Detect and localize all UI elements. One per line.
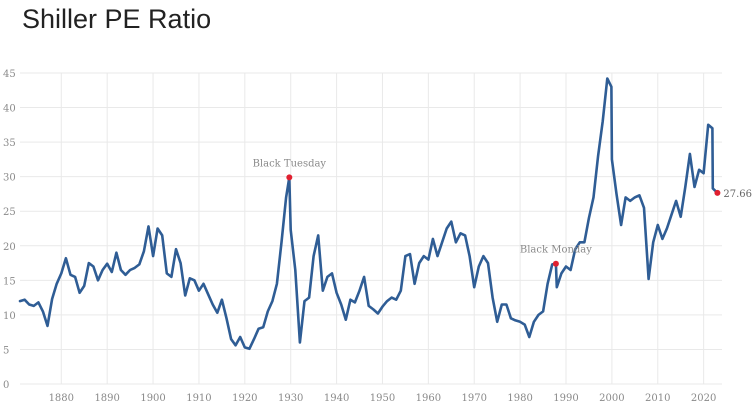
- y-tick-label: 35: [3, 138, 16, 149]
- x-tick-label: 1890: [94, 393, 119, 404]
- x-tick-label: 1940: [324, 393, 349, 404]
- annotation-label: Black Tuesday: [253, 158, 327, 169]
- y-tick-label: 45: [3, 69, 16, 80]
- x-tick-label: 1970: [462, 393, 487, 404]
- x-tick-label: 1980: [507, 393, 532, 404]
- x-tick-label: 1930: [278, 393, 303, 404]
- y-tick-label: 15: [3, 276, 16, 287]
- x-tick-label: 2010: [645, 393, 670, 404]
- x-tick-label: 2000: [599, 393, 624, 404]
- page-title: Shiller PE Ratio: [22, 4, 212, 34]
- y-tick-label: 30: [3, 173, 16, 184]
- x-tick-label: 1920: [232, 393, 257, 404]
- x-tick-label: 1910: [186, 393, 211, 404]
- marker-layer: Black Tuesday Black Monday 27.66: [253, 158, 752, 267]
- last-value-label: 27.66: [723, 189, 752, 200]
- annotation-label: Black Monday: [520, 245, 592, 256]
- y-tick-label: 20: [3, 242, 16, 253]
- annotation-marker: [552, 260, 559, 267]
- y-tick-label: 5: [3, 345, 9, 356]
- y-tick-label: 0: [3, 380, 9, 391]
- x-tick-label: 1960: [416, 393, 441, 404]
- annotation-marker: [286, 174, 293, 181]
- series-line: [18, 77, 719, 351]
- x-tick-label: 1900: [140, 393, 165, 404]
- axis-layer: 0 5 10 15 20 25 30 35 40 45 1880 1890 1900 1910 1920 19…: [3, 69, 716, 404]
- last-value-marker: [714, 189, 721, 196]
- y-tick-label: 10: [3, 311, 16, 322]
- x-tick-label: 2020: [691, 393, 716, 404]
- y-tick-label: 25: [3, 207, 16, 218]
- x-tick-label: 1950: [370, 393, 395, 404]
- y-tick-label: 40: [3, 104, 16, 115]
- x-tick-label: 1880: [49, 393, 74, 404]
- series-layer: [18, 77, 719, 351]
- x-tick-label: 1990: [553, 393, 578, 404]
- grid-layer: [20, 72, 722, 385]
